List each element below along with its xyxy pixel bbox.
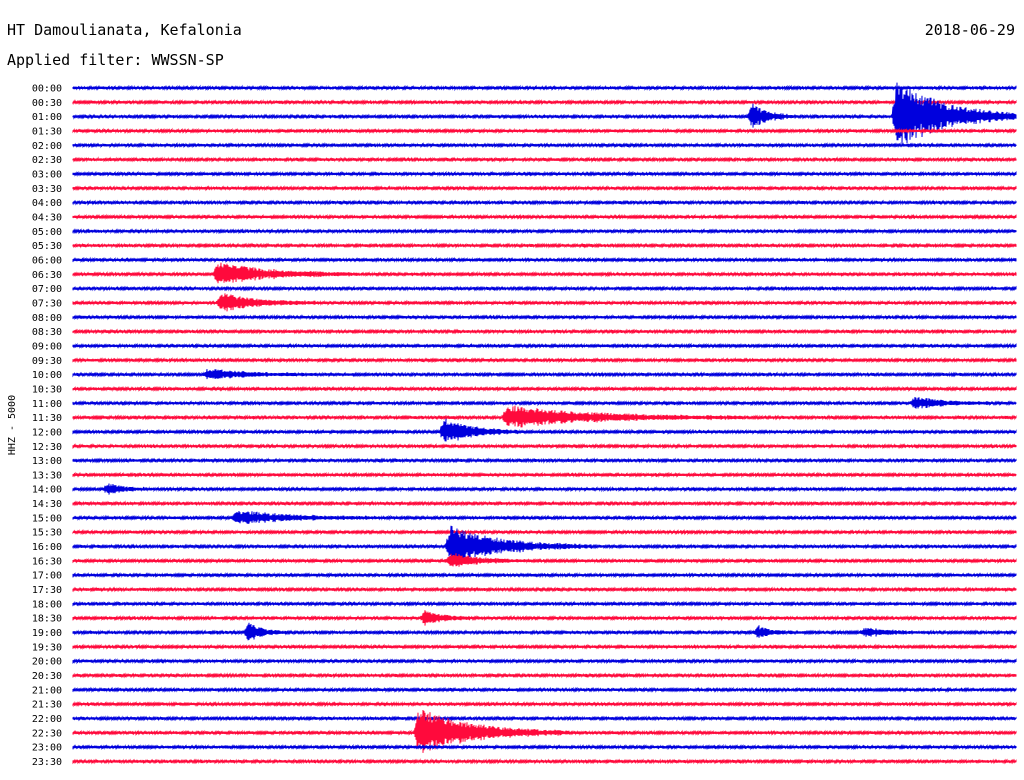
time-label-1000: 10:00 <box>32 370 62 381</box>
time-label-0400: 04:00 <box>32 198 62 209</box>
time-label-0830: 08:30 <box>32 327 62 338</box>
trace-row-1130 <box>72 405 1017 428</box>
time-label-2200: 22:00 <box>32 714 62 725</box>
time-label-0630: 06:30 <box>32 270 62 281</box>
time-label-1230: 12:30 <box>32 442 62 453</box>
time-label-2300: 23:00 <box>32 743 62 754</box>
trace-row-0100 <box>72 82 1017 145</box>
trace-row-0630 <box>72 262 1017 284</box>
time-label-0430: 04:30 <box>32 212 62 223</box>
time-label-0500: 05:00 <box>32 227 62 238</box>
time-label-2130: 21:30 <box>32 700 62 711</box>
time-label-0200: 02:00 <box>32 141 62 152</box>
time-label-0700: 07:00 <box>32 284 62 295</box>
time-label-2000: 20:00 <box>32 657 62 668</box>
time-label-1430: 14:30 <box>32 499 62 510</box>
time-labels: 00:00 00:30 01:00 01:30 02:00 02:30 03:00 03:30… <box>32 84 62 769</box>
time-label-1300: 13:00 <box>32 456 62 467</box>
time-label-1730: 17:30 <box>32 585 62 596</box>
time-label-1200: 12:00 <box>32 427 62 438</box>
time-label-0000: 00:00 <box>32 84 62 95</box>
station-title: HT Damoulianata, Kefalonia <box>7 21 242 39</box>
date-label: 2018-06-29 <box>924 21 1015 39</box>
time-label-1930: 19:30 <box>32 642 62 653</box>
time-label-0230: 02:30 <box>32 155 62 166</box>
time-label-0330: 03:30 <box>32 184 62 195</box>
time-label-1400: 14:00 <box>32 485 62 496</box>
time-label-0100: 01:00 <box>32 112 62 123</box>
time-label-0900: 09:00 <box>32 341 62 352</box>
trace-row-1900 <box>72 622 1017 641</box>
time-label-1330: 13:30 <box>32 470 62 481</box>
time-label-1630: 16:30 <box>32 556 62 567</box>
time-label-0300: 03:00 <box>32 169 62 180</box>
seismic-traces <box>72 82 1017 765</box>
time-label-2330: 23:30 <box>32 757 62 768</box>
time-label-0130: 01:30 <box>32 126 62 137</box>
time-label-1130: 11:30 <box>32 413 62 424</box>
time-label-0600: 06:00 <box>32 255 62 266</box>
time-label-1830: 18:30 <box>32 614 62 625</box>
trace-row-1630 <box>72 553 1017 567</box>
time-label-0030: 00:30 <box>32 98 62 109</box>
time-label-0730: 07:30 <box>32 298 62 309</box>
time-label-1600: 16:00 <box>32 542 62 553</box>
time-label-1700: 17:00 <box>32 571 62 582</box>
time-label-2030: 20:30 <box>32 671 62 682</box>
time-label-1800: 18:00 <box>32 599 62 610</box>
time-label-1900: 19:00 <box>32 628 62 639</box>
time-label-0530: 05:30 <box>32 241 62 252</box>
time-label-1530: 15:30 <box>32 528 62 539</box>
filter-label: Applied filter: WWSSN-SP <box>7 51 224 69</box>
time-label-0930: 09:30 <box>32 356 62 367</box>
time-label-2100: 21:00 <box>32 685 62 696</box>
channel-label: HHZ - 5000 <box>7 395 18 455</box>
time-label-0800: 08:00 <box>32 313 62 324</box>
time-label-1100: 11:00 <box>32 399 62 410</box>
time-label-1030: 10:30 <box>32 384 62 395</box>
time-label-1500: 15:00 <box>32 513 62 524</box>
time-label-2230: 22:30 <box>32 728 62 739</box>
